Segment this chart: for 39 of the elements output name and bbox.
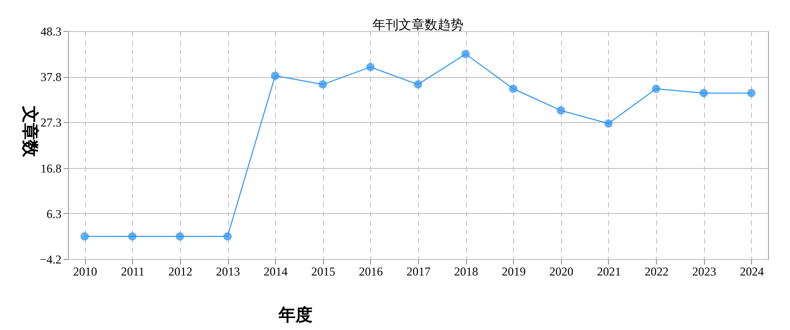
chart-title: 年刊文章数趋势 <box>372 17 464 32</box>
x-tick-label: 2022 <box>644 264 669 278</box>
y-tick-label: −4.2 <box>40 252 62 266</box>
point <box>270 72 280 80</box>
x-tick-label: 2014 <box>264 264 288 278</box>
y-tick-label: 27.3 <box>40 116 62 130</box>
x-tick-label: 2016 <box>358 264 383 278</box>
y-tick-label: 48.3 <box>40 24 62 38</box>
point <box>509 84 518 93</box>
y-tick-label: 37.8 <box>40 70 62 84</box>
x-tick-label: 2024 <box>740 264 764 278</box>
x-tick-label: 2011 <box>121 264 145 278</box>
point <box>747 88 756 98</box>
x-tick-label: 2013 <box>216 264 240 278</box>
x-tick-label: 2020 <box>549 264 574 278</box>
point <box>80 232 89 241</box>
point <box>414 80 422 89</box>
point <box>556 106 566 115</box>
x-tick-label: 2015 <box>311 264 336 278</box>
x-tick-label: 2017 <box>406 264 430 278</box>
x-tick-label: 2023 <box>692 264 716 278</box>
point <box>604 119 613 128</box>
x-tick-label: 2010 <box>73 264 98 278</box>
y-tick-label: 16.8 <box>40 161 62 176</box>
point <box>652 84 660 93</box>
point <box>318 80 327 89</box>
point <box>700 88 708 98</box>
point <box>223 232 232 241</box>
y-axis-title: 文章数 <box>20 105 40 158</box>
point <box>366 62 375 72</box>
point <box>461 50 470 58</box>
x-tick-label: 2019 <box>502 264 526 278</box>
x-tick-label: 2012 <box>168 264 192 278</box>
x-tick-label: 2018 <box>454 264 478 278</box>
y-tick-label: 6.3 <box>46 206 62 221</box>
point <box>176 232 184 241</box>
x-tick-label: 2021 <box>596 264 621 278</box>
point <box>128 232 136 241</box>
x-axis-title: 年度 <box>278 306 312 324</box>
